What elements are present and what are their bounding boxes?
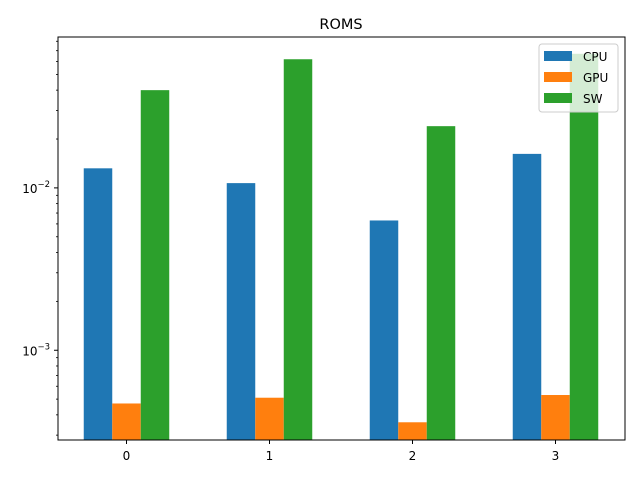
bar-gpu-1 — [255, 397, 284, 440]
x-tick-label-0: 0 — [123, 449, 131, 463]
bar-cpu-3 — [512, 153, 542, 440]
x-tick-label-2: 2 — [409, 449, 417, 463]
chart-title: ROMS — [319, 17, 362, 33]
bar-gpu-3 — [541, 395, 570, 440]
bar-sw-1 — [283, 59, 313, 440]
bar-gpu-2 — [398, 422, 427, 440]
legend-label-cpu: CPU — [583, 50, 607, 64]
legend: CPU GPU SW — [538, 43, 619, 113]
bars-layer — [83, 53, 599, 441]
y-tick-label: 10−2 — [22, 180, 50, 196]
bar-cpu-1 — [226, 183, 256, 440]
bar-cpu-0 — [83, 168, 113, 440]
bar-gpu-0 — [112, 403, 141, 440]
plot-area-frame — [57, 36, 626, 441]
x-tick-label-1: 1 — [266, 449, 274, 463]
legend-label-sw: SW — [583, 92, 603, 106]
x-tick-label-3: 3 — [552, 449, 560, 463]
bar-cpu-2 — [369, 220, 399, 440]
y-tick-label: 10−3 — [22, 342, 50, 358]
legend-label-gpu: GPU — [583, 71, 608, 85]
bar-sw-0 — [140, 90, 170, 441]
legend-swatch-sw — [544, 93, 572, 103]
axis-ticks-layer: 0 1 2 3 10−2 10−3 — [22, 40, 560, 463]
bar-sw-2 — [426, 126, 456, 440]
legend-swatch-cpu — [544, 51, 572, 61]
legend-swatch-gpu — [544, 72, 572, 82]
bar-sw-3 — [569, 53, 599, 440]
